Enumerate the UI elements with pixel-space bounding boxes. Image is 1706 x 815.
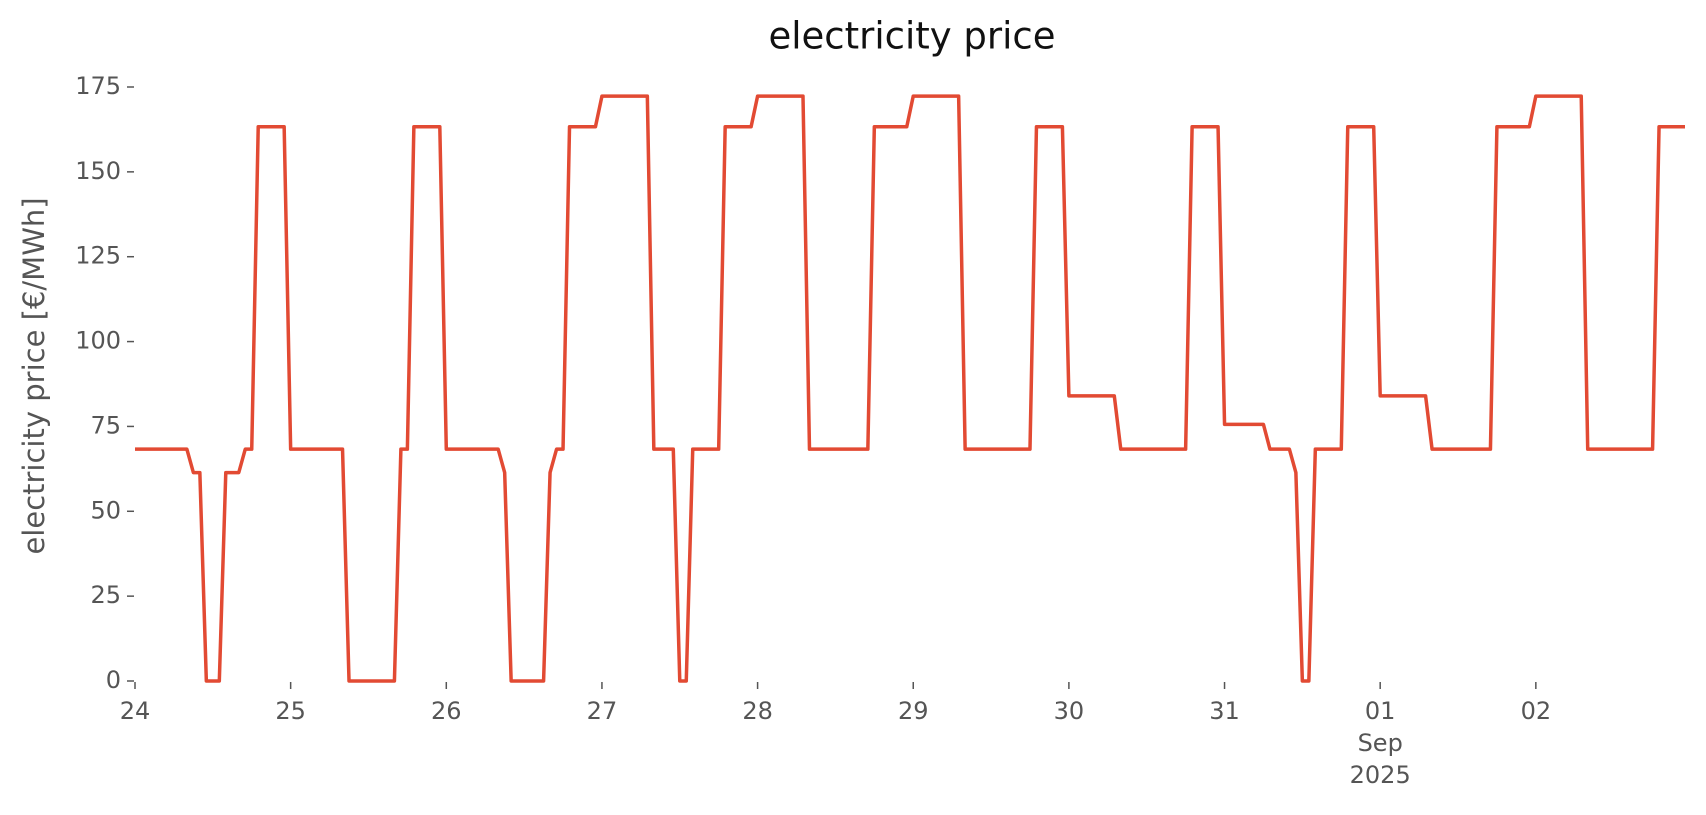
x-tick-label: 28 xyxy=(742,697,773,725)
y-tick-label: 25 xyxy=(90,581,121,609)
y-tick-label: 125 xyxy=(75,242,121,270)
x-tick-label: 31 xyxy=(1209,697,1240,725)
y-tick-label: 50 xyxy=(90,496,121,524)
price-line xyxy=(135,94,1685,683)
x-tick-label: 30 xyxy=(1054,697,1085,725)
x-tick-label: 24 xyxy=(120,697,151,725)
x-tick-label: 26 xyxy=(431,697,462,725)
y-tick-label: 150 xyxy=(75,157,121,185)
x-tick-label: 01 xyxy=(1365,697,1396,725)
x-tick-label: 02 xyxy=(1521,697,1552,725)
x-tick-label: 25 xyxy=(275,697,306,725)
y-tick-label: 175 xyxy=(75,72,121,100)
chart-title: electricity price xyxy=(768,15,1055,58)
y-axis-label: electricity price [€/MWh] xyxy=(17,197,51,554)
y-tick-label: 0 xyxy=(106,666,121,694)
x-offset-label: Sep xyxy=(1358,729,1403,757)
x-tick-label: 29 xyxy=(898,697,929,725)
y-tick-label: 100 xyxy=(75,327,121,355)
x-tick-label: 27 xyxy=(587,697,618,725)
x-offset-label: 2025 xyxy=(1350,761,1411,789)
y-tick-label: 75 xyxy=(90,411,121,439)
